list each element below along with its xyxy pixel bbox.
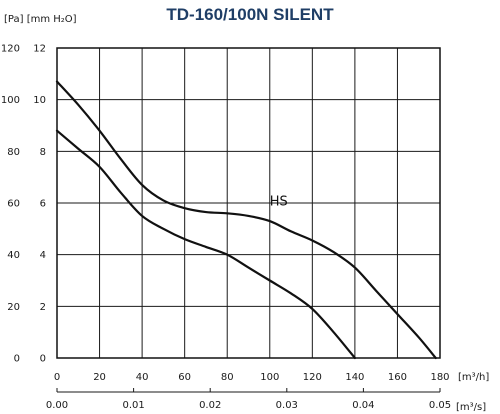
y-tick-label-mm: 0	[40, 354, 46, 365]
x2-tick-label: 0.04	[352, 400, 374, 411]
x2-tick-label: 0.02	[199, 400, 221, 411]
series-layer: HS LS	[55, 0, 437, 360]
x-axis-unit-bottom: [m³/s]	[456, 402, 486, 413]
series-line-hs	[55, 80, 437, 360]
series-label-hs: HS	[270, 195, 288, 210]
grid	[56, 47, 441, 359]
y-tick-label-mm: 6	[40, 199, 46, 210]
x2-tick-label: 0.03	[276, 400, 298, 411]
x-tick-label: 140	[345, 372, 364, 383]
series-line-ls	[55, 129, 356, 360]
x-tick-label: 20	[93, 372, 106, 383]
x-tick-label: 180	[430, 372, 449, 383]
x-tick-label: 120	[303, 372, 322, 383]
y-tick-label-pa: 40	[7, 250, 20, 261]
x-tick-label: 60	[178, 372, 191, 383]
plot-frame	[56, 47, 441, 359]
y-axis-unit-label: [Pa] [mm H₂O]	[4, 14, 77, 25]
y-tick-label-mm: 4	[40, 250, 46, 261]
y-tick-label-pa: 100	[1, 95, 20, 106]
x2-tick-label: 0.00	[46, 400, 68, 411]
series-label-ls: LS	[237, 0, 253, 4]
x-tick-label: 40	[136, 372, 149, 383]
x-tick-label: 0	[54, 372, 60, 383]
x-tick-label: 100	[260, 372, 279, 383]
y-tick-label-pa: 80	[7, 147, 20, 158]
y-tick-label-pa: 60	[7, 199, 20, 210]
x2-tick-label: 0.01	[122, 400, 144, 411]
x-tick-label: 160	[388, 372, 407, 383]
y-tick-label-pa: 20	[7, 302, 20, 313]
y-tick-label-mm: 12	[33, 44, 46, 55]
y-tick-label-mm: 2	[40, 302, 46, 313]
x-tick-label: 80	[221, 372, 234, 383]
y-tick-label-pa: 120	[1, 44, 20, 55]
y-tick-label-mm: 10	[33, 95, 46, 106]
x2-tick-label: 0.05	[429, 400, 451, 411]
y-tick-label-mm: 8	[40, 147, 46, 158]
x-axis-unit-top: [m³/h]	[458, 372, 489, 383]
y-tick-label-pa: 0	[14, 354, 20, 365]
chart-title: TD-160/100N SILENT	[166, 5, 334, 24]
